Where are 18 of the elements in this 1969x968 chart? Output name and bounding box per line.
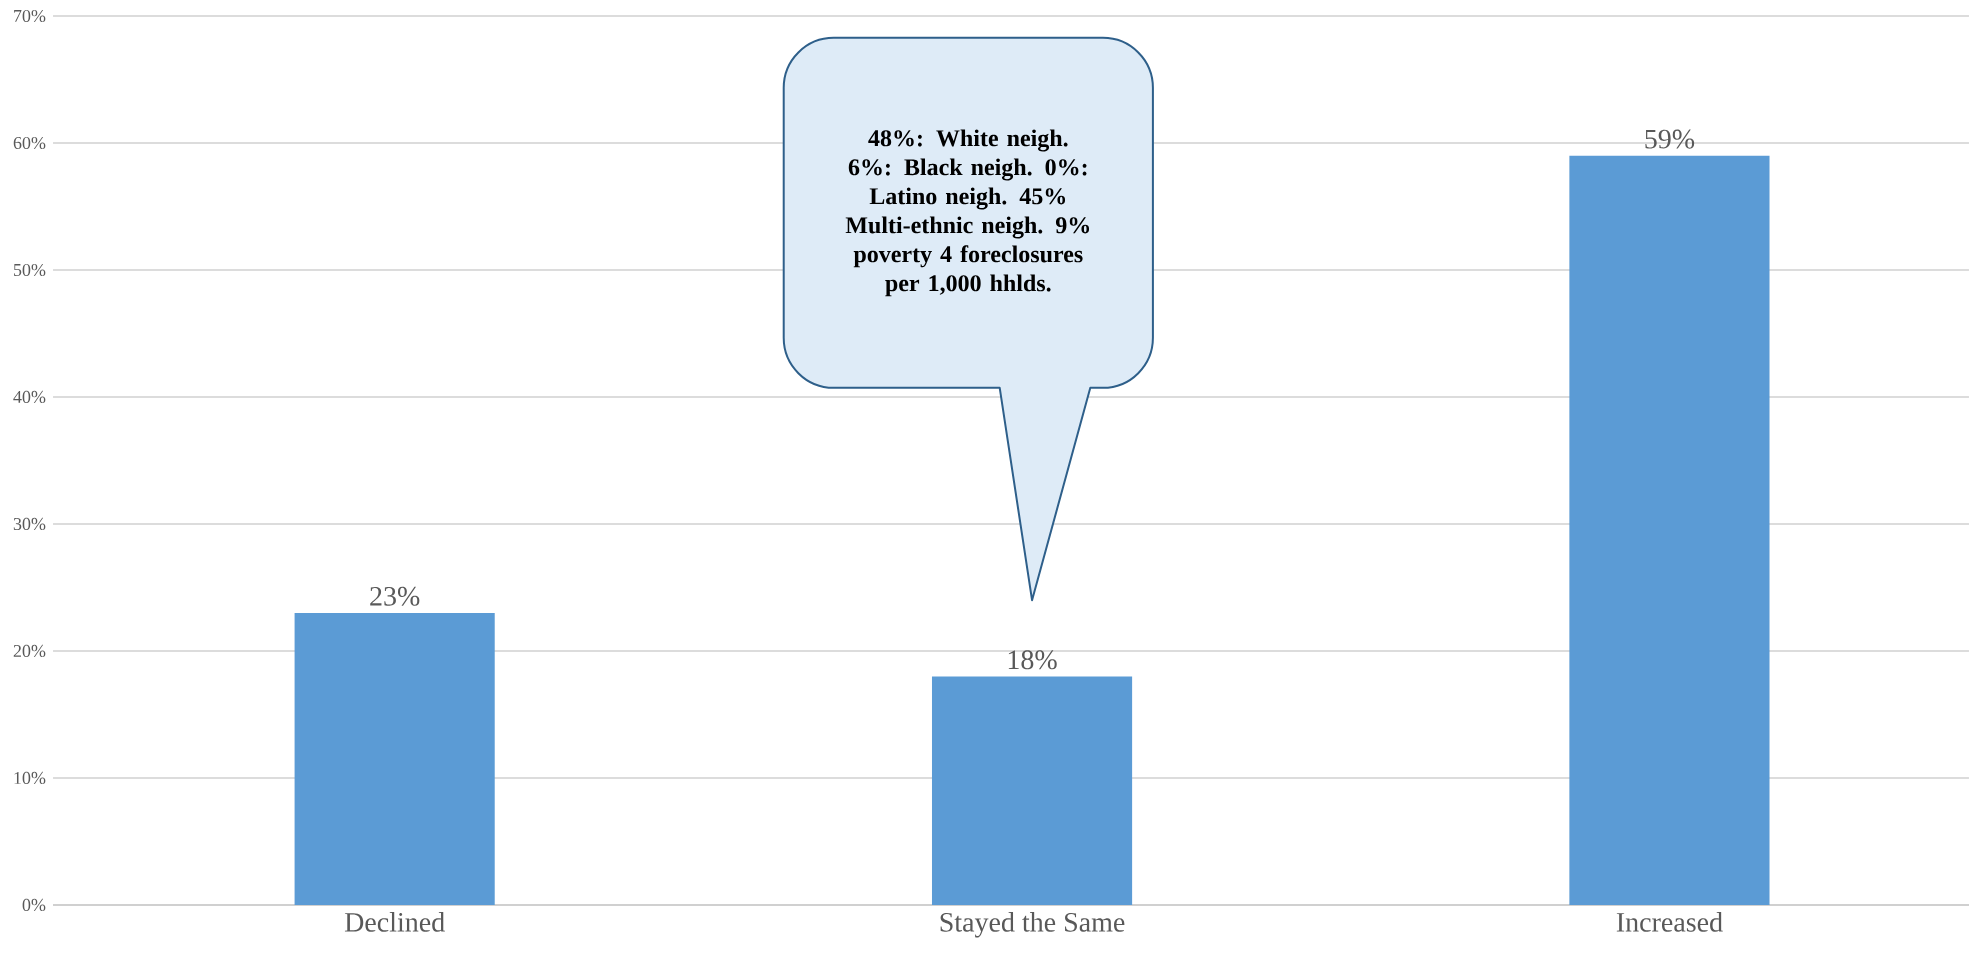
y-tick-label: 40% (13, 390, 46, 404)
x-tick-label: Stayed the Same (940, 912, 1125, 938)
data-label: 59% (1645, 129, 1695, 149)
y-tick-label: 60% (13, 136, 46, 150)
y-tick-label: 70% (14, 9, 46, 23)
y-tick-label: 20% (13, 644, 46, 658)
data-label: 18% (1008, 650, 1057, 670)
bar (294, 612, 495, 905)
y-tick-label: 0% (22, 898, 46, 912)
x-tick-label: Declined (344, 912, 445, 932)
bar (1569, 155, 1770, 905)
data-label: 23% (370, 586, 420, 606)
bar (931, 676, 1133, 905)
x-tick-label: Increased (1616, 912, 1723, 932)
y-tick-label: 50% (13, 263, 46, 277)
annotation: 48%: White neigh. 6%: Black neigh. 0%: Latino neigh. 45% Multi-ethnic neigh. 9% poverty 4 foreclosures per 1,000 hhlds. (845, 129, 1090, 297)
y-tick-label: 30% (13, 517, 46, 531)
y-tick-label: 10% (14, 771, 46, 785)
